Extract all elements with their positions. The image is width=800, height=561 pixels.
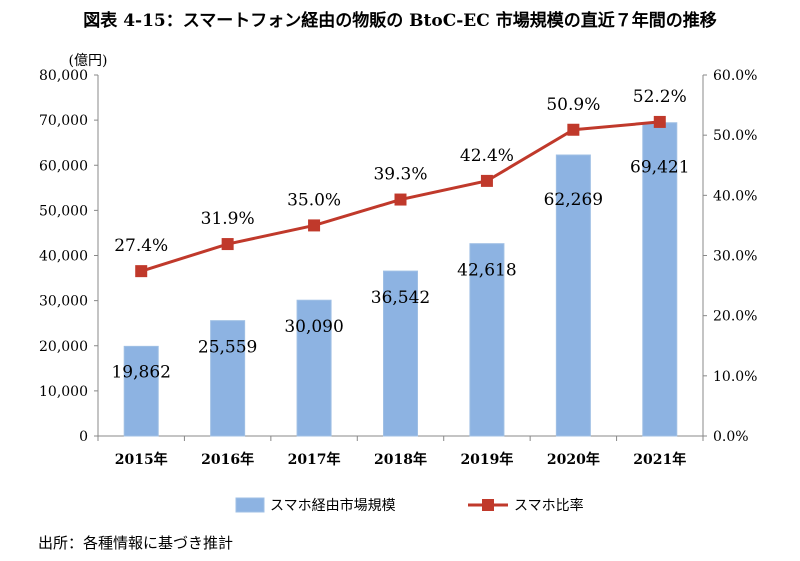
ratio-value-label: 31.9% [201, 209, 255, 229]
bar-value-label: 62,269 [544, 190, 603, 210]
ratio-marker [653, 115, 666, 128]
bar [296, 299, 332, 437]
y-tick-label: 0 [79, 429, 88, 445]
y-tick-label: 20,000 [39, 339, 88, 355]
y2-tick-label: 0.0% [713, 429, 749, 445]
bar [383, 270, 418, 437]
ratio-value-label: 35.0% [287, 190, 341, 210]
ratio-marker [567, 123, 580, 136]
ratio-value-label: 42.4% [460, 146, 514, 166]
chart-title: 図表 4-15：スマートフォン経由の物販の BtoC-EC 市場規模の直近７年間… [83, 11, 717, 31]
x-tick-label: 2019年 [460, 451, 513, 468]
data-labels: 19,862 25,559 30,090 36,542 42,618 62,269 69,4… [111, 87, 689, 382]
y2-tick-label: 50.0% [713, 128, 757, 144]
y-tick-label: 60,000 [39, 158, 88, 174]
ratio-marker [308, 219, 321, 232]
ratio-marker [394, 193, 407, 206]
x-tick-label: 2015年 [115, 451, 168, 468]
ratio-line [135, 115, 666, 278]
ratio-value-label: 27.4% [114, 236, 168, 256]
bar-value-label: 42,618 [457, 261, 516, 281]
x-tick-label: 2021年 [633, 451, 686, 468]
x-tick-label: 2020年 [547, 451, 600, 468]
legend-line-marker [482, 499, 494, 511]
legend-line-label: スマホ比率 [514, 497, 584, 514]
y-tick-label: 80,000 [39, 68, 88, 84]
bar-value-label: 30,090 [284, 317, 343, 337]
y2-tick-label: 40.0% [713, 188, 757, 204]
ratio-value-label: 50.9% [546, 95, 600, 115]
ratio-value-label: 52.2% [633, 87, 687, 107]
y-axis-unit: (億円) [69, 53, 108, 69]
legend: スマホ経由市場規模 スマホ比率 [235, 497, 584, 514]
ratio-marker [480, 174, 493, 187]
y-tick-label: 30,000 [39, 294, 88, 310]
y2-tick-label: 10.0% [713, 369, 757, 385]
legend-bar-swatch [235, 497, 265, 513]
bar [469, 243, 505, 437]
bar-value-label: 25,559 [198, 338, 257, 358]
y-tick-label: 10,000 [39, 384, 88, 400]
bar-value-label: 69,421 [630, 158, 689, 178]
bar [642, 122, 678, 437]
y-tick-label: 70,000 [39, 113, 88, 129]
bar [123, 345, 159, 437]
x-tick-label: 2017年 [288, 451, 341, 468]
bar [210, 320, 246, 437]
y2-tick-label: 30.0% [713, 249, 757, 265]
x-tick-label: 2018年 [374, 451, 427, 468]
y-tick-label: 40,000 [39, 249, 88, 265]
legend-bar-label: スマホ経由市場規模 [270, 497, 396, 514]
axes: 0 10,000 20,000 30,000 40,000 50,000 60,000 70,… [39, 53, 757, 468]
bars [123, 122, 678, 437]
ratio-marker [221, 238, 234, 251]
x-tick-label: 2016年 [201, 451, 254, 468]
y-tick-label: 50,000 [39, 203, 88, 219]
source-note: 出所：各種情報に基づき推計 [38, 534, 234, 552]
y2-tick-label: 20.0% [713, 309, 757, 325]
bar-value-label: 19,862 [111, 362, 170, 382]
ratio-value-label: 39.3% [373, 165, 427, 185]
y2-tick-label: 60.0% [713, 68, 757, 84]
bar [555, 154, 591, 437]
ratio-marker [135, 265, 148, 278]
bar-value-label: 36,542 [371, 288, 430, 308]
